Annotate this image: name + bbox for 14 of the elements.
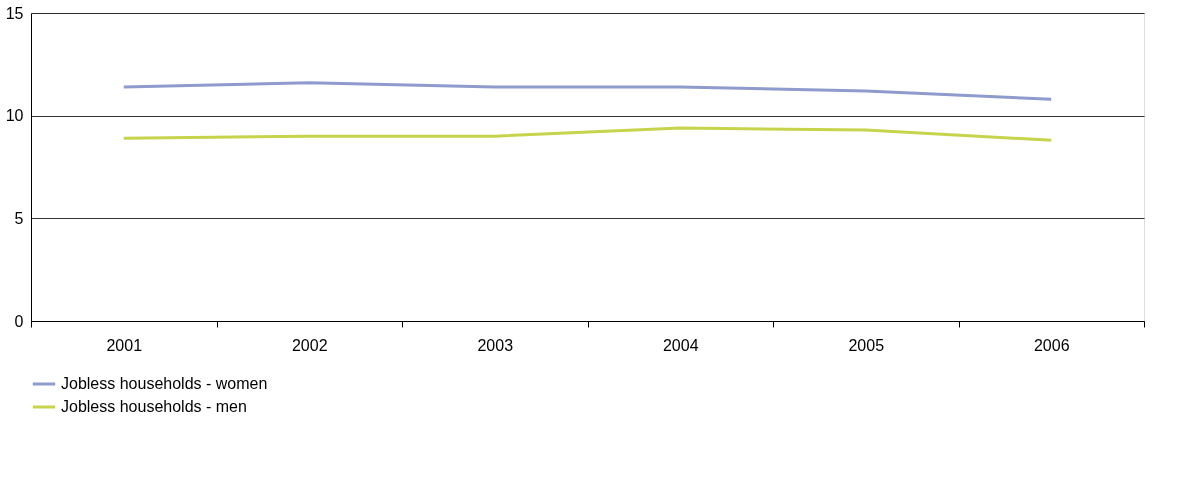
line-series	[122, 81, 1053, 101]
x-tick-label: 2003	[477, 336, 514, 354]
y-tick-label: 15	[5, 4, 24, 22]
y-tick-label: 0	[14, 312, 24, 330]
y-tick-label: 10	[5, 107, 24, 125]
x-tick-label: 2006	[1033, 336, 1070, 354]
legend-label: Jobless households - men	[61, 398, 247, 415]
x-tick-label: 2004	[662, 336, 699, 354]
y-tick-label: 5	[14, 209, 24, 227]
legend-label: Jobless households - women	[61, 375, 268, 392]
x-tick-label: 2002	[291, 336, 328, 354]
x-tick-label: 2005	[848, 336, 885, 354]
line-series	[122, 126, 1053, 142]
x-tick-label: 2001	[106, 336, 143, 354]
